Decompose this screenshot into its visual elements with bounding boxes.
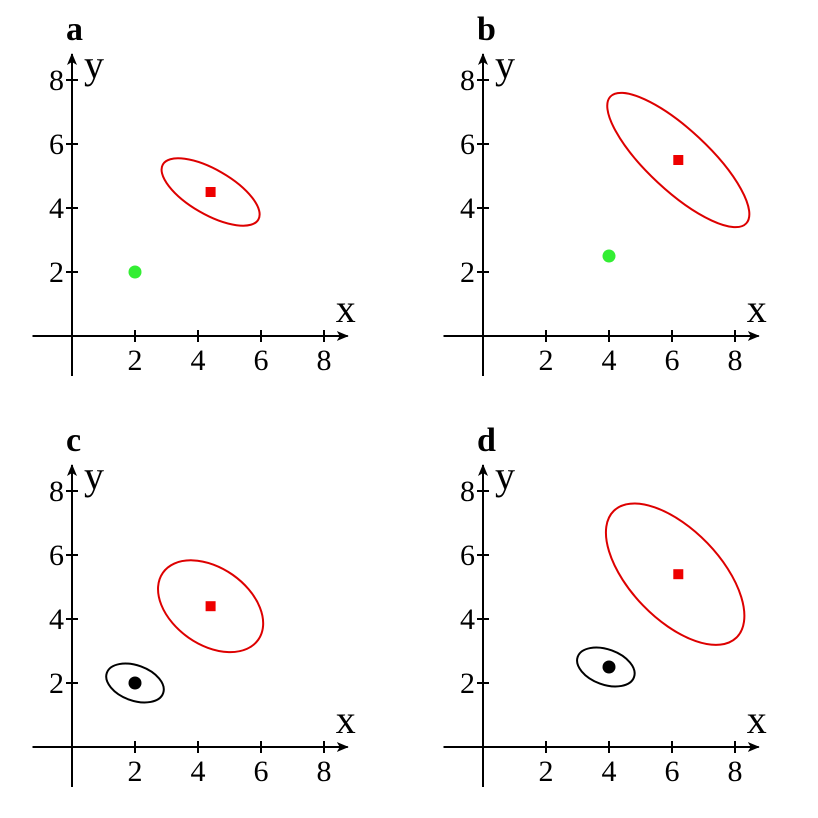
y-tick-label: 2 [460,667,475,700]
red-ellipse [160,157,261,227]
x-tick-label: 6 [665,344,680,377]
black-ellipse [576,646,636,688]
x-tick-label: 6 [254,344,269,377]
black-ellipse [105,662,165,704]
y-tick-label: 4 [460,603,475,636]
panel-a: a x y 2 4 6 8 2 4 6 8 [32,11,356,377]
y-axis-label: y [84,453,104,498]
panel-d: d x y 2 4 6 8 2 4 6 8 [443,422,767,788]
green-point [128,265,142,279]
y-tick-label: 8 [49,475,64,508]
x-tick-label: 6 [254,755,269,788]
green-point [602,249,616,263]
black-point [602,660,616,674]
y-tick-label: 2 [49,667,64,700]
panel-letter: d [477,422,496,459]
red-square [673,569,684,580]
panel-letter: a [66,11,83,48]
y-axis-label: y [495,453,515,498]
red-ellipse [157,559,265,654]
x-tick-label: 2 [128,755,143,788]
y-tick-label: 4 [460,192,475,225]
red-ellipse [604,502,746,646]
red-square [205,187,216,197]
y-tick-label: 4 [49,192,64,225]
x-tick-label: 4 [191,755,206,788]
x-axis-label: x [747,286,767,331]
x-tick-label: 6 [665,755,680,788]
x-axis-label: x [336,286,356,331]
x-axis-label: x [747,697,767,742]
x-tick-label: 2 [128,344,143,377]
y-tick-label: 8 [460,475,475,508]
y-tick-label: 6 [49,539,64,572]
y-axis-label: y [84,42,104,87]
y-tick-label: 2 [49,256,64,289]
red-square [205,601,216,612]
x-tick-label: 2 [539,344,554,377]
panel-b: b x y 2 4 6 8 2 4 6 8 [443,11,767,377]
y-tick-label: 8 [49,64,64,97]
x-tick-label: 8 [317,755,332,788]
x-tick-label: 4 [191,344,206,377]
y-axis-label: y [495,42,515,87]
y-tick-label: 6 [460,128,475,161]
x-tick-label: 8 [317,344,332,377]
y-tick-label: 8 [460,64,475,97]
black-point [128,676,142,690]
x-tick-label: 8 [728,344,743,377]
panel-letter: b [477,11,496,48]
x-tick-label: 4 [602,344,617,377]
x-tick-label: 4 [602,755,617,788]
y-tick-label: 6 [460,539,475,572]
y-tick-label: 6 [49,128,64,161]
x-tick-label: 2 [539,755,554,788]
red-square [673,155,684,165]
panel-letter: c [66,422,81,459]
x-tick-label: 8 [728,755,743,788]
panel-c: c x y 2 4 6 8 2 4 6 8 [32,422,356,788]
y-tick-label: 2 [460,256,475,289]
red-ellipse [606,91,751,229]
y-tick-label: 4 [49,603,64,636]
x-axis-label: x [336,697,356,742]
